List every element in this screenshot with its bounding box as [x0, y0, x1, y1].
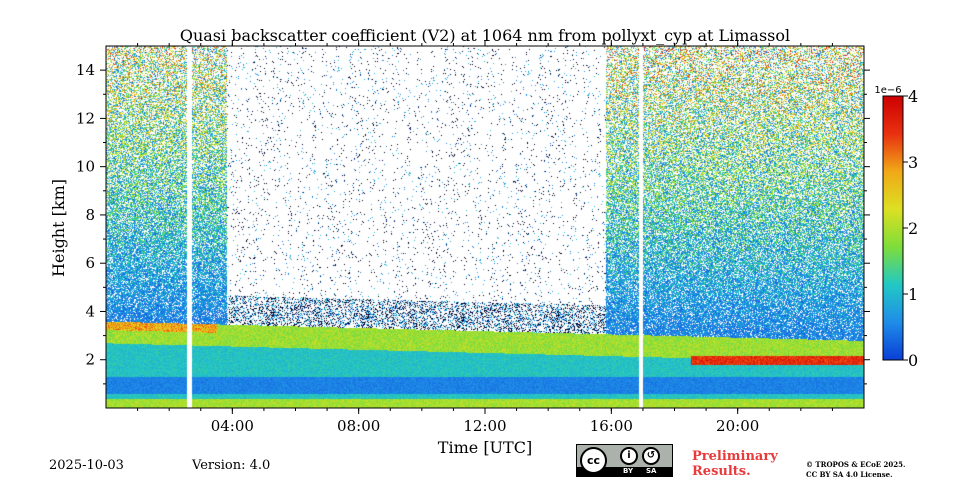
colorbar-offset-label: 1e−6	[874, 85, 901, 96]
x-axis: 04:00 08:00 12:00 16:00 20:00	[137, 40, 833, 435]
y-tick-label: 8	[85, 206, 95, 224]
preliminary-line-2: Results.	[692, 464, 751, 479]
colorbar: 1e−6 0 1 2 3 4	[874, 85, 918, 370]
y-tick-label: 12	[76, 109, 95, 127]
y-tick-label: 10	[76, 158, 95, 176]
colorbar-tick-label: 1	[908, 285, 918, 304]
y-tick-label: 4	[85, 302, 95, 320]
version-label: Version: 4.0	[192, 458, 271, 473]
y-axis: 2 4 6 8 10 12 14	[76, 61, 870, 385]
copyright-note: © TROPOS & ECoE 2025. CC BY SA 4.0 Licen…	[806, 460, 956, 480]
date-label: 2025-10-03	[49, 458, 124, 473]
x-tick-label: 16:00	[590, 417, 633, 435]
colorbar-tick-label: 3	[908, 153, 918, 172]
copyright-line-1: © TROPOS & ECoE 2025.	[806, 460, 906, 469]
cc-by-sa-badge: cc i ↺ BY SA	[576, 444, 673, 477]
colorbar-bar	[882, 95, 904, 361]
heatmap-image	[106, 46, 864, 408]
attribution-icon: i	[620, 447, 638, 465]
y-axis-label: Height [km]	[49, 179, 68, 277]
y-tick-label: 14	[76, 61, 95, 79]
x-axis-label: Time [UTC]	[438, 438, 532, 457]
preliminary-results-note: Preliminary Results.	[692, 449, 792, 479]
creative-commons-icon: cc	[580, 447, 607, 474]
y-tick-label: 2	[85, 351, 95, 369]
copyright-line-2: CC BY SA 4.0 License.	[806, 470, 893, 479]
x-tick-label: 12:00	[463, 417, 506, 435]
colorbar-tick-label: 0	[908, 351, 918, 370]
share-alike-icon: ↺	[642, 447, 660, 465]
x-tick-label: 20:00	[716, 417, 759, 435]
x-tick-label: 08:00	[337, 417, 380, 435]
colorbar-tick-label: 2	[908, 219, 918, 238]
preliminary-line-1: Preliminary	[692, 449, 778, 464]
colorbar-tick-label: 4	[908, 87, 918, 106]
y-tick-label: 6	[85, 254, 95, 272]
chart-title: Quasi backscatter coefficient (V2) at 10…	[180, 26, 790, 45]
x-tick-label: 04:00	[211, 417, 254, 435]
badge-sa-label: SA	[646, 467, 657, 475]
badge-by-label: BY	[623, 467, 634, 475]
